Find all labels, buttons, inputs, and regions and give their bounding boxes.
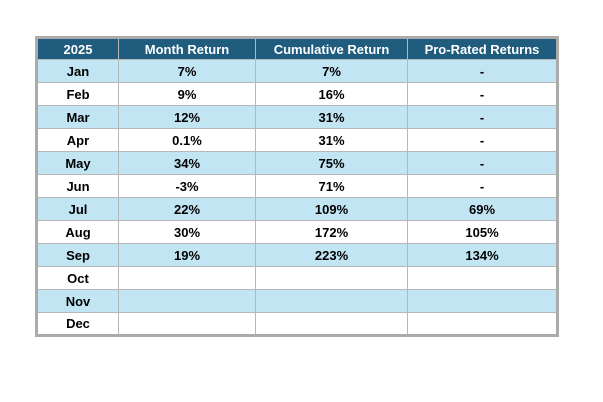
month-cell: Jul xyxy=(36,197,119,221)
cumulative-return-cell xyxy=(255,312,408,336)
pro-rated-return-cell: - xyxy=(407,128,558,152)
pro-rated-return-cell xyxy=(407,312,558,336)
pro-rated-return-cell xyxy=(407,289,558,313)
monthly-returns-table: 2025 Month Return Cumulative Return Pro-… xyxy=(35,36,559,337)
table-row-jul: Jul 22% 109% 69% xyxy=(36,197,558,221)
column-header-month-return: Month Return xyxy=(118,37,256,60)
cumulative-return-cell: 16% xyxy=(255,82,408,106)
month-cell: Apr xyxy=(36,128,119,152)
month-return-cell xyxy=(118,266,256,290)
cumulative-return-cell: 71% xyxy=(255,174,408,198)
month-return-cell: 0.1% xyxy=(118,128,256,152)
month-cell: Oct xyxy=(36,266,119,290)
table-row-oct: Oct xyxy=(36,266,558,290)
pro-rated-return-cell: - xyxy=(407,82,558,106)
table-row-jun: Jun -3% 71% - xyxy=(36,174,558,198)
header-row: 2025 Month Return Cumulative Return Pro-… xyxy=(36,37,558,60)
month-cell: May xyxy=(36,151,119,175)
cumulative-return-cell: 109% xyxy=(255,197,408,221)
month-return-cell xyxy=(118,312,256,336)
month-return-cell xyxy=(118,289,256,313)
cumulative-return-cell: 31% xyxy=(255,105,408,129)
month-cell: Feb xyxy=(36,82,119,106)
table-row-may: May 34% 75% - xyxy=(36,151,558,175)
cumulative-return-cell: 75% xyxy=(255,151,408,175)
pro-rated-return-cell xyxy=(407,266,558,290)
table-row-dec: Dec xyxy=(36,312,558,336)
column-header-pro-rated-returns: Pro-Rated Returns xyxy=(407,37,558,60)
month-return-cell: 30% xyxy=(118,220,256,244)
month-return-cell: 12% xyxy=(118,105,256,129)
table-row-mar: Mar 12% 31% - xyxy=(36,105,558,129)
month-return-cell: 34% xyxy=(118,151,256,175)
cumulative-return-cell: 223% xyxy=(255,243,408,267)
month-cell: Jan xyxy=(36,59,119,83)
table-row-apr: Apr 0.1% 31% - xyxy=(36,128,558,152)
month-return-cell: 19% xyxy=(118,243,256,267)
table-row-aug: Aug 30% 172% 105% xyxy=(36,220,558,244)
month-return-cell: 22% xyxy=(118,197,256,221)
month-cell: Nov xyxy=(36,289,119,313)
cumulative-return-cell xyxy=(255,289,408,313)
month-cell: Jun xyxy=(36,174,119,198)
table-row-nov: Nov xyxy=(36,289,558,313)
cumulative-return-cell: 172% xyxy=(255,220,408,244)
cumulative-return-cell: 7% xyxy=(255,59,408,83)
table-row-feb: Feb 9% 16% - xyxy=(36,82,558,106)
month-return-cell: -3% xyxy=(118,174,256,198)
pro-rated-return-cell: 69% xyxy=(407,197,558,221)
month-cell: Aug xyxy=(36,220,119,244)
column-header-year: 2025 xyxy=(36,37,119,60)
pro-rated-return-cell: - xyxy=(407,174,558,198)
pro-rated-return-cell: - xyxy=(407,105,558,129)
month-return-cell: 7% xyxy=(118,59,256,83)
cumulative-return-cell: 31% xyxy=(255,128,408,152)
pro-rated-return-cell: - xyxy=(407,59,558,83)
month-cell: Dec xyxy=(36,312,119,336)
table-row-sep: Sep 19% 223% 134% xyxy=(36,243,558,267)
month-cell: Sep xyxy=(36,243,119,267)
pro-rated-return-cell: 134% xyxy=(407,243,558,267)
cumulative-return-cell xyxy=(255,266,408,290)
month-cell: Mar xyxy=(36,105,119,129)
table-row-jan: Jan 7% 7% - xyxy=(36,59,558,83)
column-header-cumulative-return: Cumulative Return xyxy=(255,37,408,60)
month-return-cell: 9% xyxy=(118,82,256,106)
pro-rated-return-cell: 105% xyxy=(407,220,558,244)
pro-rated-return-cell: - xyxy=(407,151,558,175)
